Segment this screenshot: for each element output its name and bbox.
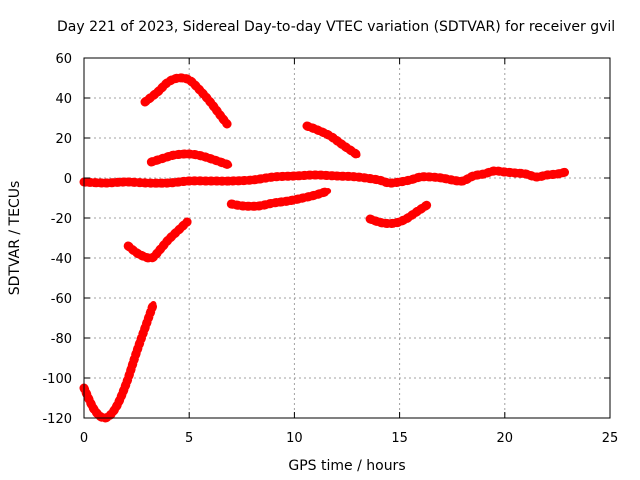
x-tick-label: 20 bbox=[497, 431, 514, 446]
y-tick-label: 40 bbox=[55, 92, 72, 107]
series-lines bbox=[79, 73, 571, 423]
series-arc-f-markers bbox=[302, 121, 362, 160]
series-arc-c-markers bbox=[140, 73, 232, 129]
series-baseline-markers bbox=[79, 166, 571, 188]
y-tick-label: 60 bbox=[55, 52, 72, 67]
series-arc-d-markers bbox=[146, 149, 234, 170]
series-arc-b-markers bbox=[123, 217, 192, 263]
y-tick-label: -80 bbox=[51, 332, 72, 347]
chart-title: Day 221 of 2023, Sidereal Day-to-day VTE… bbox=[57, 19, 615, 35]
y-tick-label: -100 bbox=[42, 372, 72, 387]
x-tick-label: 5 bbox=[185, 431, 193, 446]
plot-frame bbox=[83, 57, 611, 419]
y-tick-label: -60 bbox=[51, 292, 72, 307]
y-axis-label: SDTVAR / TECUs bbox=[7, 181, 23, 296]
x-tick-label: 15 bbox=[391, 431, 408, 446]
y-tick-label: -120 bbox=[42, 412, 72, 427]
x-axis-label: GPS time / hours bbox=[288, 458, 405, 474]
tick-marks bbox=[83, 57, 611, 419]
y-tick-label: 20 bbox=[55, 132, 72, 147]
y-tick-label: 0 bbox=[64, 172, 72, 187]
tick-labels: 0 5 10 15 20 25 -120 -100 -80 -60 -40 -20 0 20 40 60 bbox=[42, 52, 618, 446]
x-tick-label: 0 bbox=[80, 431, 88, 446]
y-tick-label: -20 bbox=[51, 212, 72, 227]
grid-lines bbox=[84, 58, 610, 418]
series-arc-a-markers bbox=[79, 299, 158, 423]
series-arc-g-markers bbox=[365, 200, 432, 229]
series-arc-e-markers bbox=[226, 186, 333, 211]
x-tick-label: 10 bbox=[286, 431, 303, 446]
y-tick-label: -40 bbox=[51, 252, 72, 267]
x-tick-label: 25 bbox=[602, 431, 619, 446]
